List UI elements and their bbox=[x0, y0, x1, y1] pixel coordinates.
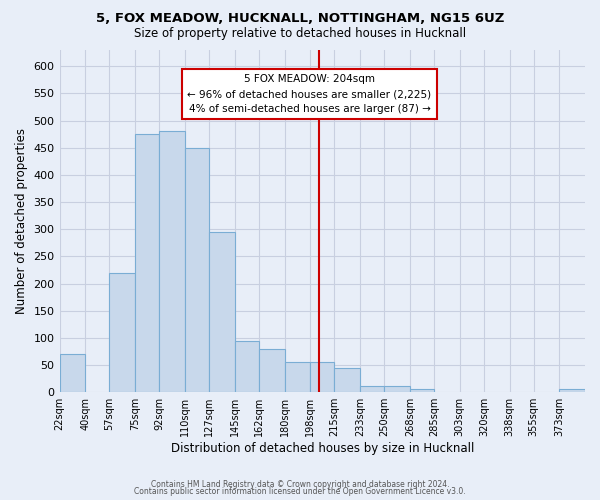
Bar bbox=[334, 368, 360, 392]
Bar bbox=[135, 134, 159, 392]
Text: Contains public sector information licensed under the Open Government Licence v3: Contains public sector information licen… bbox=[134, 487, 466, 496]
Bar bbox=[559, 390, 585, 392]
Bar bbox=[59, 354, 85, 392]
Text: 5 FOX MEADOW: 204sqm
← 96% of detached houses are smaller (2,225)
4% of semi-det: 5 FOX MEADOW: 204sqm ← 96% of detached h… bbox=[187, 74, 431, 114]
X-axis label: Distribution of detached houses by size in Hucknall: Distribution of detached houses by size … bbox=[170, 442, 474, 455]
Bar bbox=[310, 362, 334, 392]
Bar bbox=[410, 390, 434, 392]
Bar bbox=[209, 232, 235, 392]
Bar bbox=[109, 272, 135, 392]
Y-axis label: Number of detached properties: Number of detached properties bbox=[15, 128, 28, 314]
Bar bbox=[185, 148, 209, 392]
Text: 5, FOX MEADOW, HUCKNALL, NOTTINGHAM, NG15 6UZ: 5, FOX MEADOW, HUCKNALL, NOTTINGHAM, NG1… bbox=[96, 12, 504, 26]
Text: Contains HM Land Registry data © Crown copyright and database right 2024.: Contains HM Land Registry data © Crown c… bbox=[151, 480, 449, 489]
Bar bbox=[284, 362, 310, 392]
Bar bbox=[159, 132, 185, 392]
Text: Size of property relative to detached houses in Hucknall: Size of property relative to detached ho… bbox=[134, 28, 466, 40]
Bar bbox=[259, 349, 284, 392]
Bar bbox=[360, 386, 384, 392]
Bar bbox=[235, 340, 259, 392]
Bar bbox=[384, 386, 410, 392]
